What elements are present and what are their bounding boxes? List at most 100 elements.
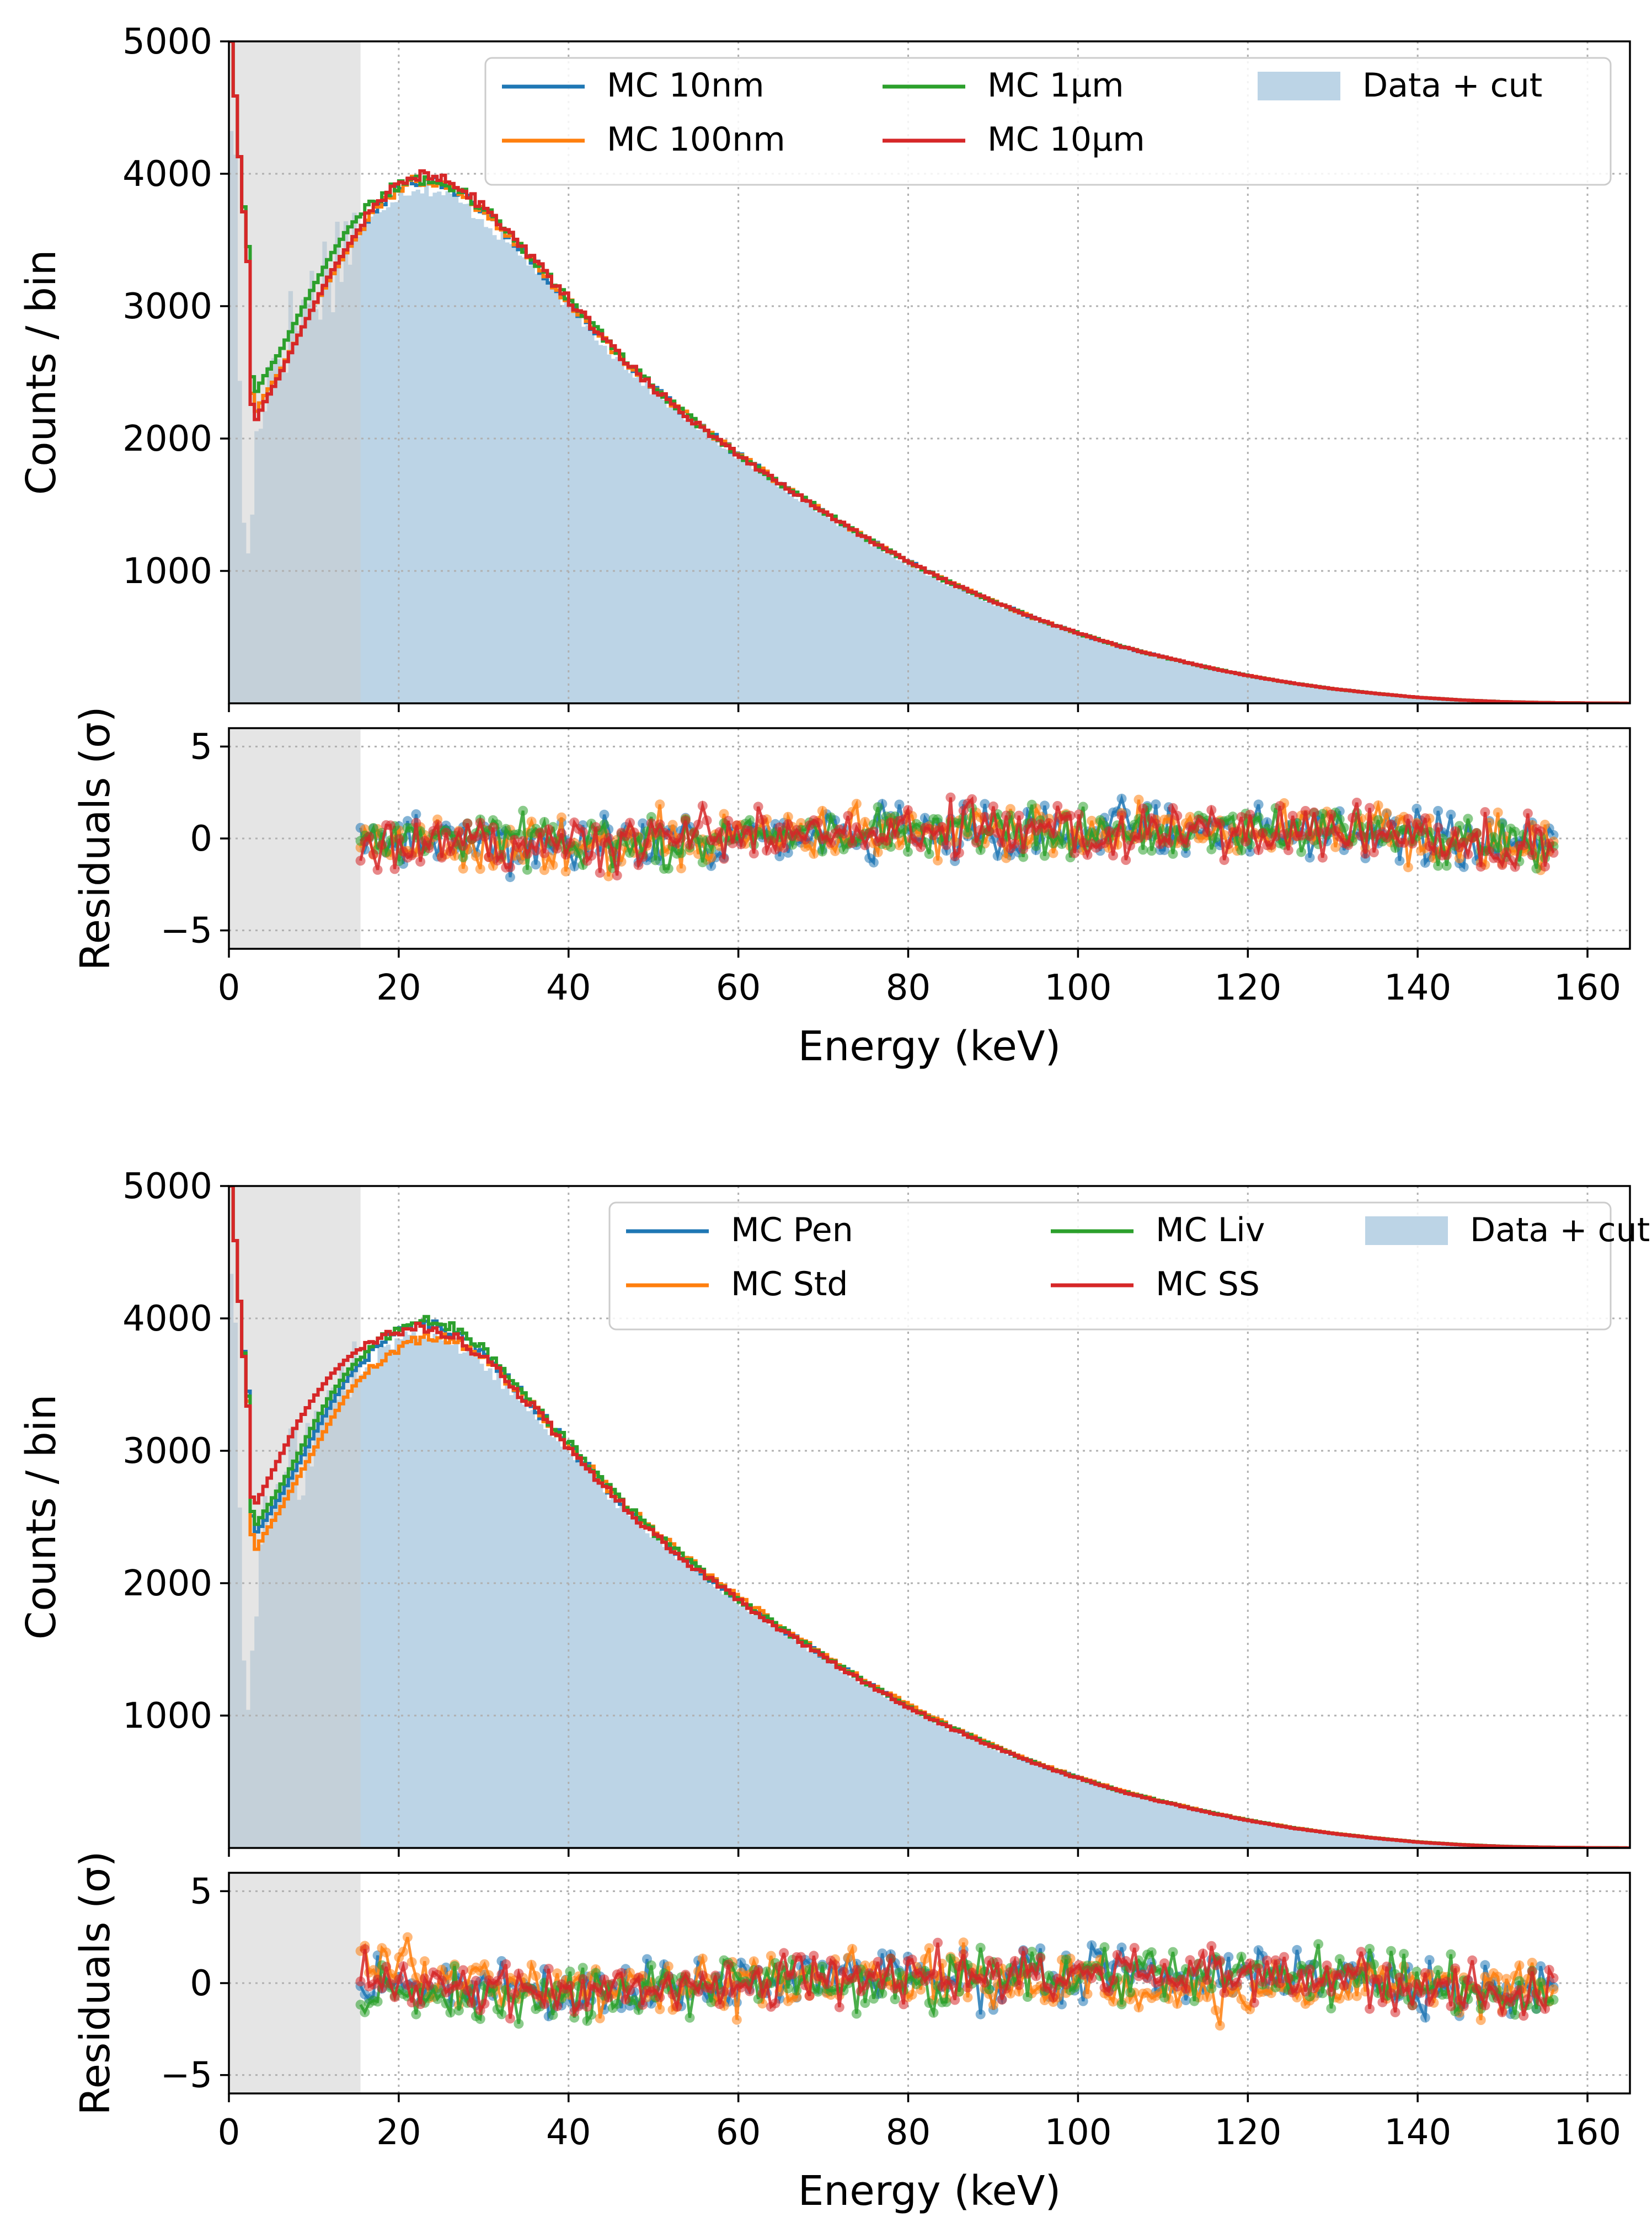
residual-point (578, 827, 588, 837)
residual-point (1087, 827, 1097, 837)
data-bin (1082, 637, 1087, 703)
data-bin (607, 354, 612, 703)
residual-point (522, 849, 532, 859)
data-bin (1341, 1834, 1346, 1848)
residual-point (1189, 1996, 1200, 2006)
residual-point (402, 1980, 413, 1990)
legend-label: Data + cut (1470, 1211, 1650, 1249)
data-bin (848, 528, 854, 703)
data-bin (1090, 638, 1095, 703)
data-bin (1070, 632, 1074, 703)
residual-point (1134, 833, 1144, 843)
residual-point (1253, 845, 1264, 856)
residual-point (1493, 1972, 1503, 1982)
data-bin (1014, 1756, 1019, 1848)
residual-series (355, 792, 1559, 883)
residual-point (1194, 1959, 1204, 1969)
y-tick-label: 4000 (122, 154, 212, 195)
data-bin (1184, 663, 1189, 703)
data-bin (1061, 1773, 1066, 1848)
residual-point (565, 1980, 575, 1991)
data-bin (874, 546, 879, 703)
residual-point (1403, 814, 1413, 824)
residual-y-tick-label: 0 (190, 819, 212, 859)
residual-point (1099, 1942, 1110, 1952)
data-bin (955, 589, 960, 703)
data-bin (1171, 660, 1177, 703)
residual-point (1009, 1956, 1020, 1966)
residual-point (1441, 850, 1452, 860)
x-tick-label: 40 (546, 968, 591, 1008)
residual-point (1052, 801, 1063, 811)
data-bin (428, 1340, 434, 1848)
data-bin (373, 1365, 378, 1848)
residual-point (407, 850, 417, 861)
residual-point (595, 2013, 605, 2023)
data-bin (815, 1652, 820, 1848)
data-bin (555, 1441, 560, 1848)
residual-point (667, 820, 678, 830)
residual-point (992, 828, 1003, 838)
data-bin (1125, 1792, 1130, 1848)
residual-point (475, 864, 485, 874)
residual-point (1253, 812, 1264, 822)
residual-point (1185, 811, 1195, 822)
data-bin (1345, 1835, 1350, 1848)
residual-point (663, 1971, 673, 1981)
data-bin (912, 567, 917, 703)
data-bin (377, 212, 382, 703)
data-bin (785, 492, 790, 703)
residual-point (419, 1956, 430, 1967)
data-bin (1320, 1831, 1325, 1848)
data-bin (538, 1424, 544, 1848)
residual-point (817, 846, 827, 857)
residual-point (988, 1970, 998, 1981)
residual-point (1108, 850, 1118, 861)
residual-point (582, 2001, 592, 2012)
data-bin (1031, 619, 1036, 703)
data-bin (611, 359, 616, 703)
x-tick-label: 100 (1044, 968, 1111, 1008)
residual-point (368, 1965, 378, 1975)
data-bin (802, 499, 807, 703)
data-bin (645, 381, 650, 703)
residual-point (411, 1972, 421, 1983)
data-bin (1379, 693, 1384, 703)
residual-point (710, 1970, 720, 1981)
residual-point (745, 1986, 755, 1996)
data-bin (530, 265, 535, 703)
residual-point (838, 1967, 849, 1977)
residual-point (851, 2008, 862, 2019)
residual-point (646, 818, 656, 829)
residual-point (1407, 2000, 1418, 2011)
residual-point (868, 857, 879, 868)
data-bin (1316, 1831, 1320, 1848)
data-bin (1111, 644, 1117, 703)
data-bin (929, 1719, 934, 1848)
residual-point (1424, 1997, 1435, 2007)
data-bin (675, 407, 680, 703)
residual-point (997, 1995, 1007, 2005)
residual-point (1527, 850, 1537, 860)
legend-label: MC 1μm (987, 66, 1124, 105)
residual-point (646, 1960, 656, 1970)
data-bin (632, 1519, 637, 1848)
residual-point (975, 2009, 986, 2020)
data-bin (640, 1529, 645, 1848)
residual-point (1493, 842, 1503, 853)
residual-point (749, 1956, 759, 1967)
data-bin (437, 191, 442, 703)
residual-point (1382, 832, 1392, 843)
residual-point (1382, 1962, 1392, 1972)
data-bin (861, 538, 867, 703)
data-bin (772, 1625, 777, 1848)
data-bin (590, 1473, 595, 1848)
residual-point (941, 1997, 951, 2007)
data-bin (594, 1478, 599, 1848)
data-bin (870, 546, 875, 703)
data-bin (428, 196, 434, 703)
data-bin (365, 1367, 370, 1848)
residual-point (539, 865, 549, 875)
data-bin (382, 1346, 387, 1848)
